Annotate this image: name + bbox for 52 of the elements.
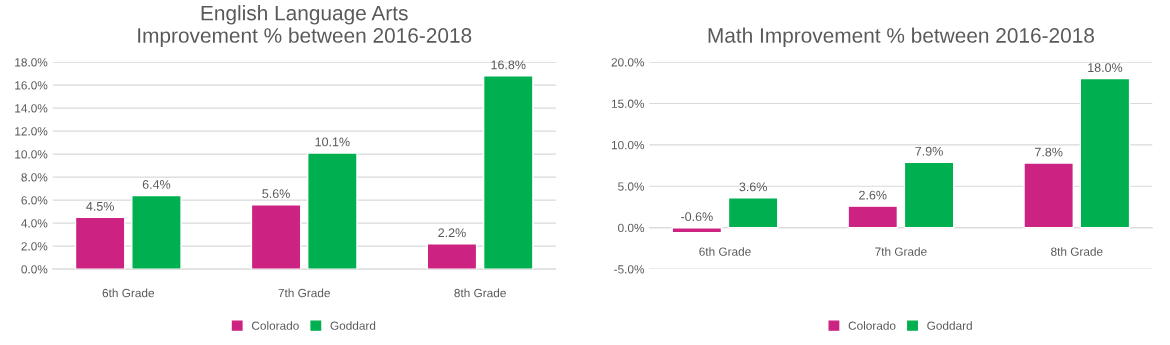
- y-tick-label: 16.0%: [15, 81, 48, 90]
- x-tick-label: 7th Grade: [875, 247, 927, 256]
- y-tick-label: 18.0%: [15, 58, 48, 67]
- bar: [1079, 77, 1131, 229]
- y-tick-label: 12.0%: [15, 127, 48, 136]
- y-tick-label: 0.0%: [21, 265, 48, 274]
- bar: [671, 227, 723, 234]
- y-tick-label: 15.0%: [611, 99, 645, 108]
- data-label: 4.5%: [86, 201, 114, 211]
- y-tick-label: 10.0%: [611, 140, 645, 150]
- y-tick-label: 10.0%: [15, 150, 48, 159]
- data-label: 2.2%: [438, 228, 466, 238]
- y-tick-label: -5.0%: [614, 265, 645, 274]
- legend-label: Goddard: [330, 321, 376, 330]
- y-tick-label: 5.0%: [618, 182, 645, 191]
- data-label: 18.0%: [1088, 63, 1123, 73]
- data-label: 6.4%: [142, 180, 171, 189]
- y-tick-label: 4.0%: [21, 219, 48, 228]
- legend-label: Colorado: [251, 321, 299, 330]
- bar: [307, 152, 358, 270]
- bar: [1023, 162, 1074, 229]
- y-tick-label: 14.0%: [15, 104, 48, 113]
- x-tick-label: 8th Grade: [1051, 247, 1103, 256]
- bar: [482, 75, 534, 270]
- bar: [250, 204, 302, 270]
- data-label: 3.6%: [739, 182, 767, 192]
- data-label: 10.1%: [315, 137, 350, 147]
- data-label: 5.6%: [262, 189, 290, 199]
- data-label: 7.8%: [1035, 147, 1063, 157]
- y-tick-label: 2.0%: [21, 242, 48, 251]
- bar: [847, 205, 899, 229]
- data-label: 7.9%: [915, 146, 943, 156]
- x-tick-label: 7th Grade: [278, 288, 330, 298]
- y-tick-label: 6.0%: [21, 196, 48, 205]
- bar: [74, 216, 126, 270]
- data-label: 2.6%: [859, 190, 887, 200]
- legend-label: Goddard: [927, 321, 972, 330]
- chart-title: English Language Arts Improvement % between 2016-2018: [138, 5, 472, 47]
- y-tick-label: 0.0%: [618, 223, 645, 233]
- bar: [131, 194, 182, 270]
- bar: [727, 197, 779, 229]
- legend-label: Colorado: [848, 321, 896, 330]
- y-tick-label: 8.0%: [21, 173, 48, 182]
- chart-title: Math Improvement % between 2016-2018: [708, 27, 1094, 47]
- x-tick-label: 8th Grade: [454, 288, 506, 298]
- y-tick-label: 20.0%: [611, 58, 645, 67]
- bar: [426, 243, 478, 270]
- x-tick-label: 6th Grade: [699, 247, 751, 256]
- data-label: 16.8%: [491, 60, 526, 70]
- data-label: -0.6%: [681, 212, 713, 222]
- bar: [903, 161, 955, 229]
- x-tick-label: 6th Grade: [102, 288, 155, 298]
